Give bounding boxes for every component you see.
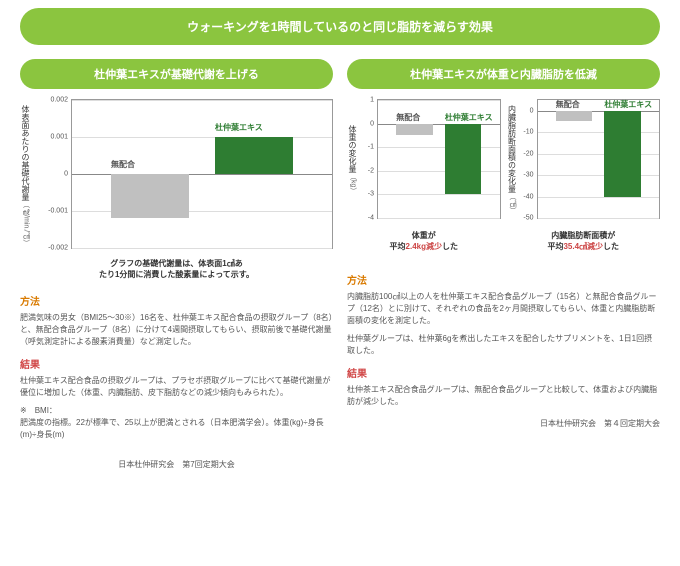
y-label: 内臓脂肪断面積の変化量 （㎠） [507,99,518,220]
y-label: 体表面あたりの基礎代謝量 （㎖/min./㎠） [20,99,31,252]
bmi-note: ※ BMI： 肥満度の指標。22が標準で、25以上が肥満とされる（日本肥満学会）… [20,405,333,441]
caption-line1: グラフの基礎代謝量は、体表面1㎠あ [110,259,242,268]
cap-l2c: した [442,242,458,251]
weight-chart-wrap: 体重の変化量 （kg） -4-3-2-101無配合杜仲葉エキス [347,99,501,220]
y-label-text: 内臓脂肪断面積の変化量 [507,105,518,193]
result-text: 杜仲茶エキス配合食品グループは、無配合食品グループと比較して、体重および内臓脂肪… [347,384,660,408]
method-text-2: 杜仲葉グループは、杜仲葉6gを煮出したエキスを配合したサプリメントを、1日1回摂… [347,333,660,357]
note-heading: ※ BMI： [20,406,57,415]
mini-charts: 体重の変化量 （kg） -4-3-2-101無配合杜仲葉エキス 内臓脂肪断面積の… [347,99,660,220]
y-label: 体重の変化量 （kg） [347,99,358,220]
columns: 杜仲葉エキスが基礎代謝を上げる 体表面あたりの基礎代謝量 （㎖/min./㎠） … [0,59,680,480]
method-text: 肥満気味の男女（BMI25～30※）16名を、杜仲葉エキス配合食品の摂取グループ… [20,312,333,348]
metabolism-chart: 体表面あたりの基礎代謝量 （㎖/min./㎠） -0.002-0.00100.0… [20,99,333,252]
cap-l2b: 2.4kg減少 [406,242,442,251]
right-attribution: 日本杜仲研究会 第４回定期大会 [347,418,660,429]
fat-caption: 内臓脂肪断面積が 平均35.4㎠減少した [507,230,661,252]
cap-l2c: した [603,242,619,251]
left-attribution: 日本杜仲研究会 第7回定期大会 [20,459,333,470]
left-column: 杜仲葉エキスが基礎代謝を上げる 体表面あたりの基礎代謝量 （㎖/min./㎠） … [20,59,333,470]
chart-area: -4-3-2-101無配合杜仲葉エキス [377,99,501,219]
method-heading: 方法 [347,272,660,287]
result-heading: 結果 [20,356,333,371]
mini-captions: 体重が 平均2.4kg減少した 内臓脂肪断面積が 平均35.4㎠減少した [347,224,660,264]
cap-l2b: 35.4㎠減少 [563,242,603,251]
method-heading: 方法 [20,293,333,308]
cap-l1: 内臓脂肪断面積が [551,231,615,240]
chart-area: -0.002-0.00100.0010.002無配合杜仲葉エキス [71,99,333,249]
y-label-text: 体重の変化量 [347,125,358,173]
result-text: 杜仲葉エキス配合食品の摂取グループは、プラセボ摂取グループに比べて基礎代謝量が優… [20,375,333,399]
result-heading: 結果 [347,365,660,380]
main-banner: ウォーキングを1時間しているのと同じ脂肪を減らす効果 [20,8,660,45]
chart-caption: グラフの基礎代謝量は、体表面1㎠あ たり1分間に消費した酸素量によって示す。 [20,258,333,280]
chart-area: -50-40-30-20-100無配合杜仲葉エキス [537,99,661,219]
right-column: 杜仲葉エキスが体重と内臓脂肪を低減 体重の変化量 （kg） -4-3-2-101… [347,59,660,470]
y-label-text: 体表面あたりの基礎代謝量 [20,105,31,201]
fat-chart-wrap: 内臓脂肪断面積の変化量 （㎠） -50-40-30-20-100無配合杜仲葉エキ… [507,99,661,220]
cap-l2a: 平均 [547,242,563,251]
y-label-unit: （kg） [348,173,358,194]
note-text: 肥満度の指標。22が標準で、25以上が肥満とされる（日本肥満学会）。体重(kg)… [20,418,324,439]
caption-line2: たり1分間に消費した酸素量によって示す。 [99,270,254,279]
y-label-unit: （㎖/min./㎠） [21,201,31,246]
method-text-1: 内臓脂肪100㎠以上の人を杜仲葉エキス配合食品グループ（15名）と無配合食品グル… [347,291,660,327]
y-label-unit: （㎠） [507,193,517,214]
cap-l1: 体重が [412,231,436,240]
left-heading: 杜仲葉エキスが基礎代謝を上げる [20,59,333,89]
weight-caption: 体重が 平均2.4kg減少した [347,230,501,252]
cap-l2a: 平均 [390,242,406,251]
right-heading: 杜仲葉エキスが体重と内臓脂肪を低減 [347,59,660,89]
